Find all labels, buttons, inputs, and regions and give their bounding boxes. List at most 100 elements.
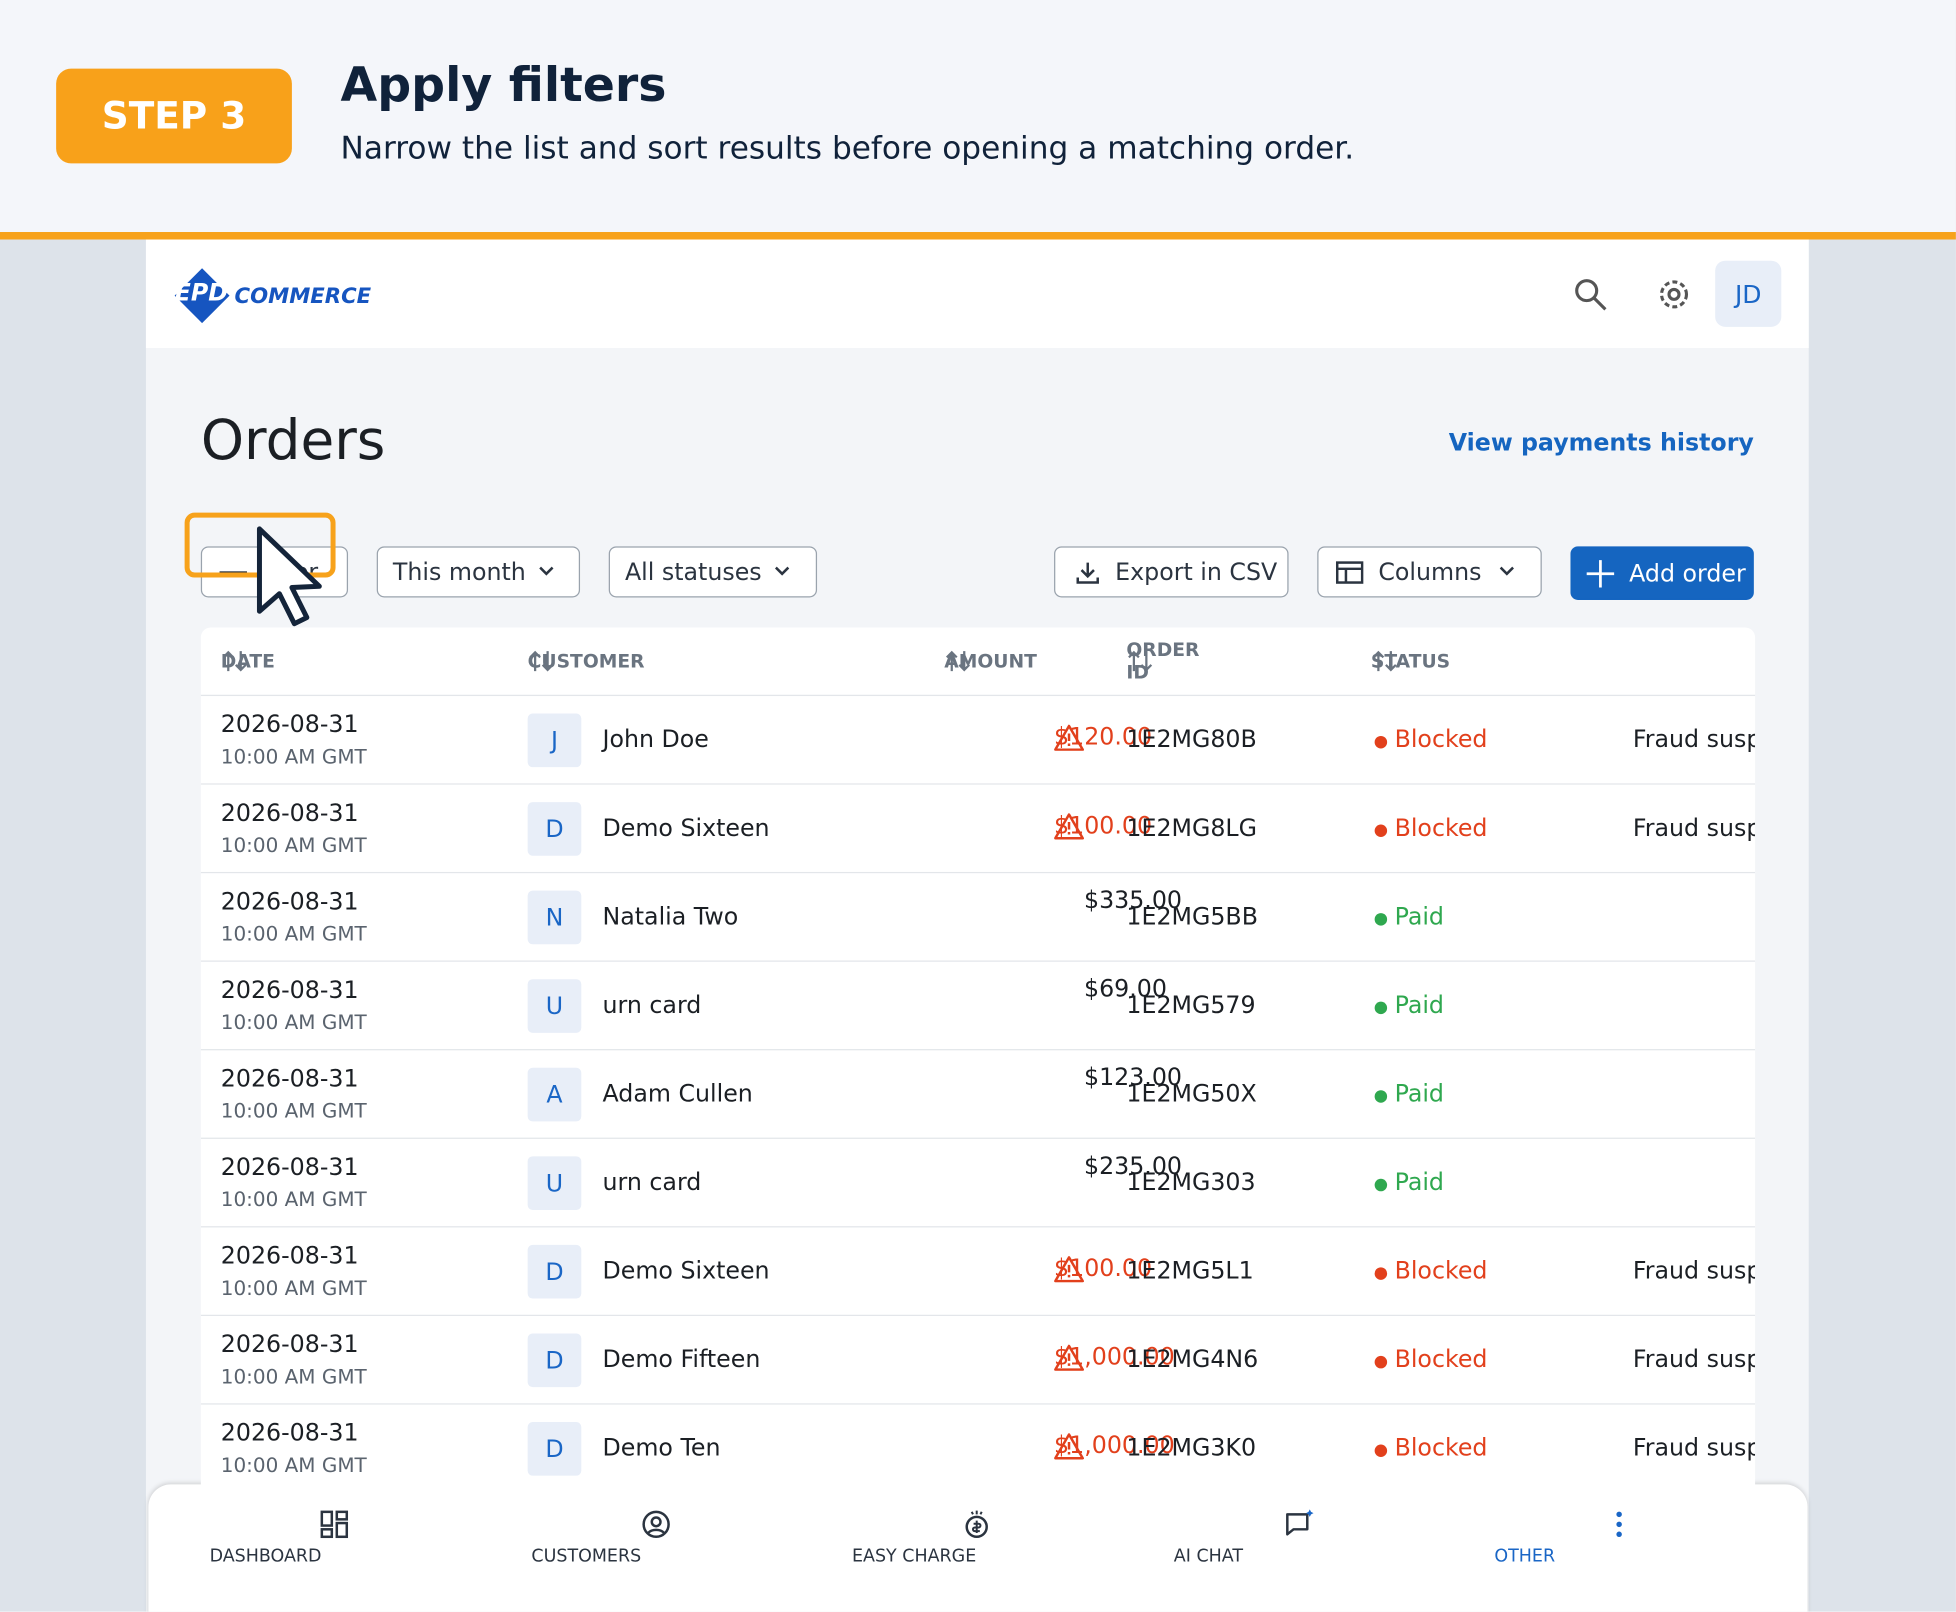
columns-label: Columns (1378, 558, 1482, 586)
fail-reason: Fraud suspected (1632, 814, 1755, 842)
order-row[interactable]: 2026-08-31 10:00 AM GMT D Demo Sixteen $100.… (200, 1226, 1756, 1317)
date: 2026-08-31 (220, 711, 359, 739)
date: 2026-08-31 (220, 1419, 359, 1447)
status: Paid (1394, 1080, 1444, 1108)
order-id: 1E2MG80B (1126, 725, 1257, 754)
column-header[interactable]: AMOUNT (944, 649, 1037, 674)
order-id: 1E2MG50X (1126, 1080, 1257, 1108)
amount: $235.00 (1083, 1152, 1183, 1181)
sort-icon (1128, 650, 1153, 672)
order-row[interactable]: 2026-08-31 10:00 AM GMT D Demo Fifteen $1,00… (200, 1314, 1756, 1405)
columns-dropdown[interactable]: Columns (1317, 546, 1542, 598)
download-icon (1076, 561, 1099, 584)
time: 10:00 AM GMT (220, 1098, 367, 1123)
customer-initial: J (527, 713, 582, 768)
nav-item[interactable]: CUSTOMERS (531, 1509, 780, 1567)
avatar[interactable]: JD (1715, 260, 1782, 327)
order-row[interactable]: 2026-08-31 10:00 AM GMT N Natalia Two $335.0… (200, 871, 1756, 962)
banner-rule (0, 232, 1956, 240)
status: Paid (1394, 1168, 1444, 1197)
status: Blocked (1394, 1434, 1488, 1462)
column-header[interactable]: STATUS (1371, 649, 1450, 674)
order-id: 1E2MG4N6 (1126, 1345, 1259, 1374)
time: 10:00 AM GMT (220, 1364, 367, 1389)
date: 2026-08-31 (220, 888, 359, 916)
export-label: Export in CSV (1115, 558, 1278, 586)
time: 10:00 AM GMT (220, 744, 367, 769)
customer-name: John Doe (602, 725, 709, 754)
status-dot (1374, 1178, 1388, 1192)
customer-initial: D (527, 802, 582, 856)
status-dot (1374, 1267, 1388, 1280)
amount: $1,000.00 (1054, 1432, 1175, 1460)
fail-reason: Fraud suspected (1632, 1345, 1755, 1374)
warning-icon (1054, 1256, 1084, 1283)
header-label: ORDER ID (1126, 638, 1200, 684)
order-row[interactable]: 2026-08-31 10:00 AM GMT A Adam Cullen $123.0… (200, 1049, 1756, 1139)
nav-icon (642, 1510, 670, 1539)
time: 10:00 AM GMT (220, 1453, 367, 1477)
column-header[interactable]: CUSTOMER (528, 649, 645, 674)
sort-icon (945, 650, 971, 672)
order-id: 1E2MG5BB (1126, 903, 1258, 931)
chevron (1499, 566, 1514, 575)
customer-initial: D (527, 1422, 582, 1476)
step-subtitle: Narrow the list and sort results before … (340, 129, 1355, 166)
sort-icon (1372, 650, 1397, 672)
date: 2026-08-31 (220, 976, 359, 1005)
customer-initial: N (527, 890, 582, 945)
status: Blocked (1394, 1345, 1488, 1374)
step-badge: STEP 3 (56, 68, 292, 164)
order-row[interactable]: 2026-08-31 10:00 AM GMT D Demo Ten $1,000.00… (200, 1403, 1756, 1494)
amount-cell: $1,000.00 (1054, 1432, 1175, 1460)
nav-label: EASY CHARGE (851, 1546, 977, 1567)
warning-icon (1054, 1433, 1084, 1460)
status-dot (1374, 913, 1388, 926)
customer-initial: D (527, 1244, 582, 1299)
customer-name: Demo Sixteen (602, 1257, 770, 1285)
add-label: Add order (1629, 559, 1746, 587)
status-dot (1374, 1444, 1388, 1457)
column-header[interactable]: ORDER ID (1126, 639, 1199, 684)
status-label: All statuses (624, 558, 762, 586)
date: 2026-08-31 (220, 799, 359, 828)
export-button[interactable]: Export in CSV (1054, 546, 1289, 598)
order-id: 1E2MG3K0 (1126, 1434, 1257, 1462)
order-row[interactable]: 2026-08-31 10:00 AM GMT D Demo Sixteen $100.… (200, 783, 1756, 874)
amount: $120.00 (1054, 723, 1153, 751)
amount: $123.00 (1083, 1064, 1183, 1092)
nav-item[interactable]: OTHER (1494, 1509, 1743, 1567)
customer-name: Demo Fifteen (602, 1345, 761, 1374)
nav-label: CUSTOMERS (531, 1546, 642, 1567)
nav-label: AI CHAT (1173, 1546, 1244, 1567)
amount: $1,000.00 (1054, 1343, 1175, 1371)
nav-label: DASHBOARD (209, 1546, 322, 1567)
nav-item[interactable]: DASHBOARD (210, 1509, 459, 1567)
history-link[interactable]: View payments history (1448, 429, 1754, 457)
time: 10:00 AM GMT (220, 921, 367, 946)
customer-initial: U (527, 1156, 582, 1210)
status-dot (1374, 1001, 1388, 1015)
customer-initial: U (527, 979, 582, 1033)
step-title: Apply filters (340, 57, 667, 113)
order-id: 1E2MG5L1 (1126, 1257, 1254, 1285)
nav-item[interactable]: EASY CHARGE (852, 1509, 1101, 1567)
order-id: 1E2MG8LG (1126, 814, 1258, 842)
period-dropdown[interactable]: This month (376, 546, 581, 598)
customer-name: urn card (602, 991, 702, 1020)
status-dropdown[interactable]: All statuses (608, 546, 818, 598)
warning-icon (1054, 724, 1084, 751)
search-icon[interactable] (1573, 277, 1608, 312)
column-header[interactable]: DATE (221, 649, 275, 674)
fail-reason: Fraud suspected (1632, 725, 1755, 754)
nav-item[interactable]: AI CHAT (1174, 1509, 1423, 1567)
bottom-nav (148, 1484, 1808, 1612)
nav-icon (1616, 1511, 1622, 1538)
order-row[interactable]: 2026-08-31 10:00 AM GMT J John Doe $120.00 1E… (200, 694, 1756, 785)
settings-icon[interactable] (1655, 276, 1692, 313)
fail-reason: Fraud suspected (1632, 1257, 1755, 1285)
add-order-button[interactable]: Add order (1570, 546, 1754, 600)
logo-name: COMMERCE (234, 284, 372, 310)
